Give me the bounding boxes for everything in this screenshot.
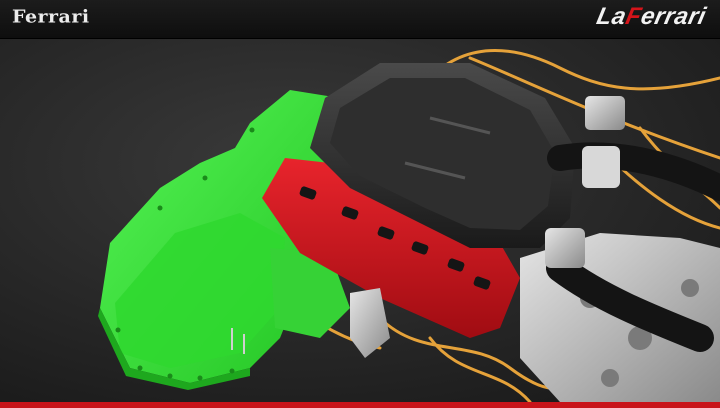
intake-tube (546, 142, 720, 352)
laferrari-logo-suffix: errari (638, 3, 709, 30)
cam-cover (262, 158, 520, 338)
header-bar: Ferrari LaFerrari (0, 0, 720, 39)
throttle-body (545, 96, 625, 268)
bottom-accent-bar (0, 402, 720, 408)
laferrari-logo: LaFerrari (594, 3, 709, 31)
intake-plenum (310, 63, 575, 248)
ferrari-logo: Ferrari (12, 6, 90, 28)
gearbox-housing (98, 90, 350, 390)
engine-render (0, 38, 720, 402)
